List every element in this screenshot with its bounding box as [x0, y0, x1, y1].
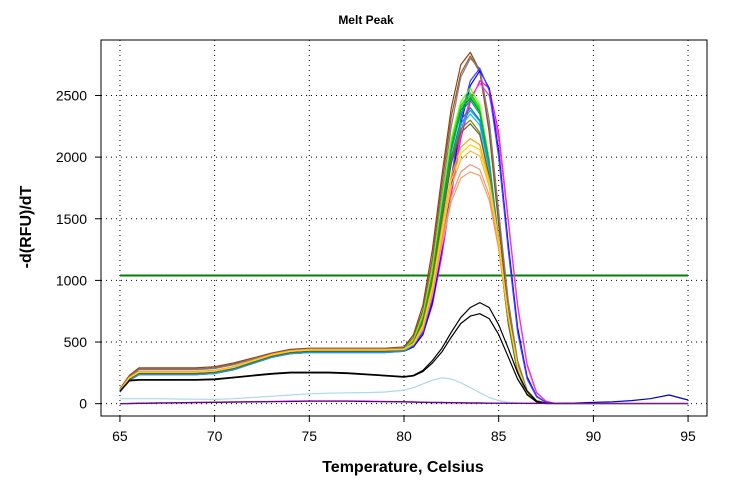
x-tick-label: 95 [680, 428, 696, 444]
y-tick-label: 0 [79, 396, 87, 412]
grid-lines [101, 40, 707, 416]
series-line [119, 302, 689, 405]
y-tick-label: 1000 [56, 272, 87, 288]
x-axis-label: Temperature, Celsius [322, 459, 484, 476]
x-axis: 65 70 75 80 85 90 95 [112, 416, 696, 444]
series-line [119, 92, 689, 405]
series-line [119, 119, 689, 405]
y-axis: 0 500 1000 1500 2000 2500 [56, 87, 101, 412]
series-line [119, 67, 689, 405]
x-tick-label: 90 [586, 428, 602, 444]
x-tick-label: 80 [396, 428, 412, 444]
plot-frame [100, 39, 708, 417]
y-tick-label: 2000 [56, 149, 87, 165]
series-line [119, 138, 689, 405]
series-line [119, 109, 689, 405]
x-tick-label: 65 [112, 428, 128, 444]
y-axis-label: -d(RFU)/dT [18, 185, 35, 268]
x-tick-label: 70 [207, 428, 223, 444]
chart-title: Melt Peak [338, 13, 394, 27]
y-tick-label: 2500 [56, 87, 87, 103]
series-line [119, 144, 689, 405]
y-tick-label: 500 [64, 334, 88, 350]
x-tick-label: 75 [302, 428, 318, 444]
series-line [119, 94, 689, 405]
y-tick-label: 1500 [56, 211, 87, 227]
x-tick-label: 85 [491, 428, 507, 444]
series-layer [119, 51, 689, 405]
series-line [119, 94, 689, 405]
series-line [119, 400, 689, 405]
